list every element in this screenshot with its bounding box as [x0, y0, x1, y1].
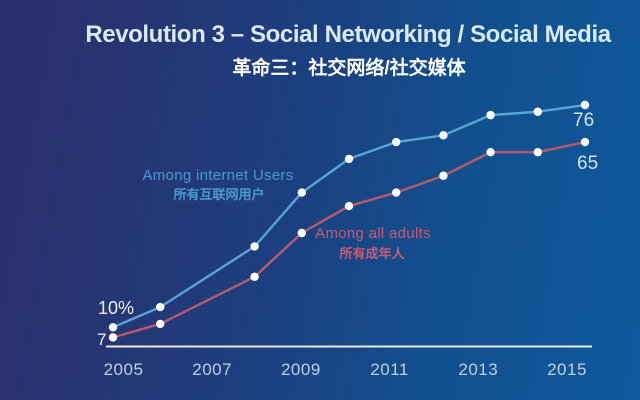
data-point: [533, 147, 542, 157]
data-point: [439, 171, 448, 180]
data-point: [392, 188, 401, 197]
data-point: [297, 188, 306, 197]
data-point: [108, 333, 118, 342]
data-point: [439, 131, 448, 140]
data-point: [108, 323, 118, 332]
data-point: [580, 100, 590, 110]
data-point: [392, 137, 401, 147]
data-point: [580, 137, 590, 147]
all-adults-first-value: 7: [97, 330, 107, 349]
internet-users-series-label-zh: 所有互联网用户: [173, 187, 265, 202]
data-point: [533, 107, 542, 116]
chart-subtitle-zh: 革命三：社交网络/社交媒体: [232, 58, 466, 79]
internet-users-last-value: 76: [573, 110, 595, 131]
data-point: [156, 302, 165, 312]
data-point: [486, 110, 495, 120]
chart-title: Revolution 3 – Social Networking / Socia…: [85, 21, 611, 48]
all-adults-last-value: 65: [577, 153, 599, 174]
all-adults-line: [111, 140, 587, 339]
all-adults-series-label: Among all adults: [315, 225, 431, 242]
data-point: [297, 228, 306, 238]
data-point: [250, 242, 259, 251]
all-adults-series-label-zh: 所有成年人: [339, 246, 405, 261]
internet-users-first-value: 10%: [98, 298, 135, 318]
data-point: [486, 147, 495, 157]
internet-users-line: [111, 103, 587, 329]
internet-users-series-label: Among internet Users: [142, 167, 294, 184]
data-point: [344, 154, 354, 164]
data-point: [344, 201, 354, 211]
data-point: [250, 272, 259, 281]
data-point: [156, 319, 165, 329]
